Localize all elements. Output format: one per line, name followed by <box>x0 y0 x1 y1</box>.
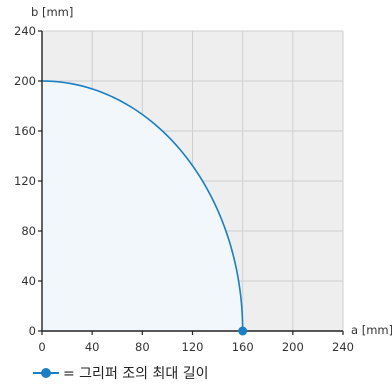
y-tick-label: 0 <box>29 324 36 338</box>
x-tick-label: 120 <box>182 340 204 354</box>
series-marker-point <box>238 326 248 336</box>
y-tick-label: 200 <box>14 74 36 88</box>
x-tick-label: 80 <box>135 340 150 354</box>
x-tick-label: 0 <box>38 340 45 354</box>
y-tick-label: 40 <box>21 274 36 288</box>
x-tick-label: 200 <box>282 340 304 354</box>
y-tick-label: 120 <box>14 174 36 188</box>
x-tick-label: 160 <box>232 340 254 354</box>
y-tick-label: 240 <box>14 24 36 38</box>
tick-marks <box>38 30 344 335</box>
y-tick-label: 80 <box>21 224 36 238</box>
x-tick-label: 240 <box>332 340 354 354</box>
curve-fill-area <box>42 81 243 331</box>
series-curve <box>41 80 244 332</box>
y-tick-label: 160 <box>14 124 36 138</box>
legend: = 그리퍼 조의 최대 길이 <box>33 364 208 382</box>
legend-label: = 그리퍼 조의 최대 길이 <box>63 366 209 382</box>
y-axis-label: b [mm] <box>31 5 73 19</box>
legend-line-marker-icon <box>33 366 59 380</box>
x-tick-label: 40 <box>85 340 100 354</box>
x-axis-label: a [mm] <box>351 323 392 337</box>
